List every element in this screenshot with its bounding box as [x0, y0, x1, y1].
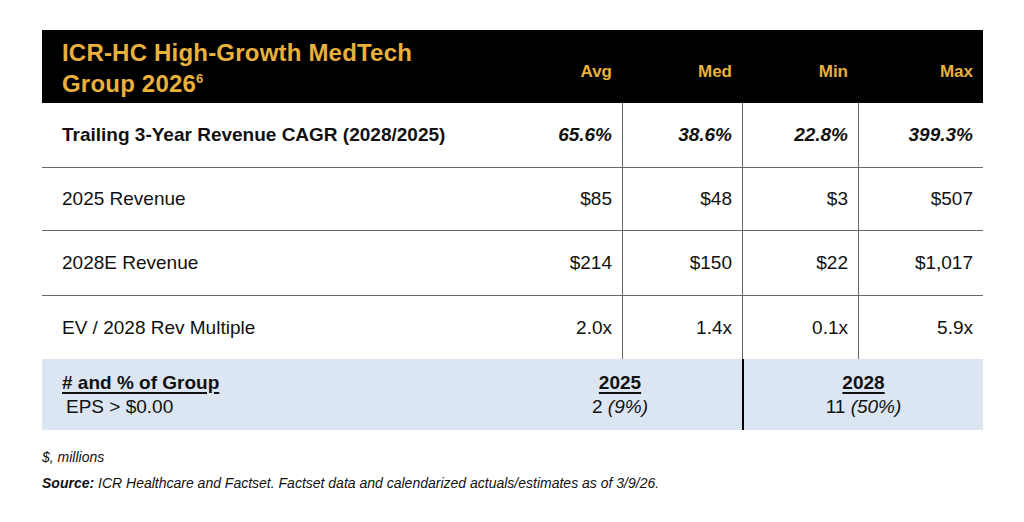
summary-pct-2028: (50%)	[851, 396, 902, 417]
summary-label-heading: # and % of Group	[62, 371, 498, 395]
table-title-line2: Group 2026	[62, 70, 196, 97]
row-label: 2028E Revenue	[42, 231, 502, 295]
cell-avg: $85	[502, 168, 622, 230]
cell-min: $22	[742, 231, 858, 295]
summary-count-2028: 11	[826, 396, 846, 417]
table-row-ev-rev-multiple: EV / 2028 Rev Multiple 2.0x 1.4x 0.1x 5.…	[42, 295, 983, 359]
column-header-min: Min	[742, 52, 858, 82]
cell-avg: 65.6%	[502, 103, 622, 167]
cell-min: 22.8%	[742, 103, 858, 167]
cell-avg: 2.0x	[502, 296, 622, 359]
cell-med: $150	[622, 231, 742, 295]
cell-min: 0.1x	[742, 296, 858, 359]
table-title-line1: ICR-HC High-Growth MedTech	[62, 39, 412, 66]
source-footnote: Source: ICR Healthcare and Factset. Fact…	[42, 475, 659, 491]
cell-avg: $214	[502, 231, 622, 295]
summary-cell-2025: 2025 2 (9%)	[498, 359, 742, 430]
cell-med: $48	[622, 168, 742, 230]
cell-max: $1,017	[858, 231, 983, 295]
column-header-max: Max	[858, 52, 983, 82]
source-text: ICR Healthcare and Factset. Factset data…	[94, 475, 659, 491]
title-footnote-superscript: 6	[196, 71, 203, 86]
medtech-stats-table: ICR-HC High-Growth MedTech Group 20266 A…	[42, 30, 983, 430]
table-header: ICR-HC High-Growth MedTech Group 20266 A…	[42, 30, 983, 103]
column-header-med: Med	[622, 52, 742, 82]
cell-med: 1.4x	[622, 296, 742, 359]
column-header-avg: Avg	[502, 52, 622, 82]
summary-value-2028: 11 (50%)	[826, 395, 902, 419]
summary-year-2025: 2025	[599, 371, 641, 395]
units-footnote: $, millions	[42, 449, 104, 465]
cell-max: 399.3%	[858, 103, 983, 167]
table-row-2025-revenue: 2025 Revenue $85 $48 $3 $507	[42, 167, 983, 230]
summary-pct-2025: (9%)	[608, 396, 648, 417]
table-row-2028e-revenue: 2028E Revenue $214 $150 $22 $1,017	[42, 230, 983, 295]
summary-year-2028: 2028	[842, 371, 884, 395]
summary-cell-2028: 2028 11 (50%)	[742, 359, 983, 430]
cell-min: $3	[742, 168, 858, 230]
row-label: EV / 2028 Rev Multiple	[42, 296, 502, 359]
cell-med: 38.6%	[622, 103, 742, 167]
source-label: Source:	[42, 475, 94, 491]
summary-value-2025: 2 (9%)	[592, 395, 648, 419]
row-label: 2025 Revenue	[42, 168, 502, 230]
row-label: Trailing 3-Year Revenue CAGR (2028/2025)	[42, 103, 502, 167]
cell-max: 5.9x	[858, 296, 983, 359]
table-title: ICR-HC High-Growth MedTech Group 20266	[42, 35, 502, 99]
table-row-revenue-cagr: Trailing 3-Year Revenue CAGR (2028/2025)…	[42, 103, 983, 167]
summary-band-eps: # and % of Group EPS > $0.00 2025 2 (9%)…	[42, 359, 983, 430]
summary-label-criterion: EPS > $0.00	[62, 395, 498, 419]
summary-count-2025: 2	[592, 396, 603, 417]
cell-max: $507	[858, 168, 983, 230]
summary-label: # and % of Group EPS > $0.00	[42, 359, 498, 430]
medtech-stats-figure: ICR-HC High-Growth MedTech Group 20266 A…	[0, 0, 1024, 522]
